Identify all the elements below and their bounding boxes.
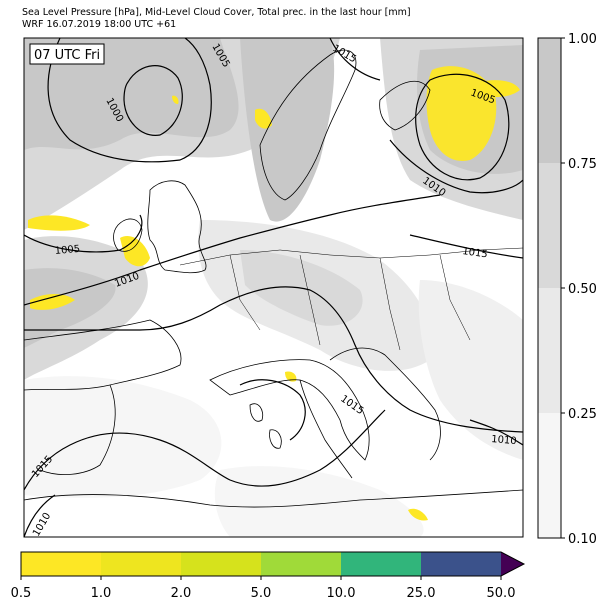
title-line-2: WRF 16.07.2019 18:00 UTC +61 (22, 19, 177, 30)
valid-time-box: 07 UTC Fri (29, 43, 105, 65)
isobar-label: 1010 (491, 434, 517, 447)
cloud-tick-label: 1.00 (568, 32, 597, 47)
precip-colorbar-frame (20, 551, 526, 577)
title-line-1: Sea Level Pressure [hPa], Mid-Level Clou… (22, 7, 411, 18)
map-frame (23, 37, 524, 538)
cloud-colorbar-segment (538, 288, 561, 413)
cloud-colorbar-ticks (561, 37, 565, 539)
precipitation-colorbar: 0.5 1.0 2.0 5.0 10.0 25.0 50.0 (11, 551, 526, 601)
isobar-label: 1005 (54, 244, 80, 257)
cloud-tick-label: 0.10 (568, 532, 597, 547)
map-layers: 1015 1005 1000 1005 1010 1005 1010 1015 … (24, 38, 523, 537)
valid-time-label: 07 UTC Fri (34, 48, 100, 63)
precip-tick-label: 0.5 (11, 586, 32, 601)
precip-tick-label: 2.0 (171, 586, 192, 601)
precip-colorbar-segment (341, 552, 421, 576)
cloud-colorbar-segment (538, 413, 561, 538)
precip-colorbar-extend-arrow (501, 552, 524, 576)
map-title: Sea Level Pressure [hPa], Mid-Level Clou… (22, 7, 411, 31)
precip-colorbar-segment (101, 552, 181, 576)
cloud-colorbar-segment (538, 163, 561, 288)
map-panel: 1015 1005 1000 1005 1010 1005 1010 1015 … (23, 37, 524, 538)
precip-tick-label: 10.0 (327, 586, 356, 601)
precip-tick-label: 25.0 (407, 586, 436, 601)
precip-tick-label: 1.0 (91, 586, 112, 601)
precip-tick-label: 50.0 (487, 586, 516, 601)
cloud-tick-label: 0.25 (568, 407, 597, 422)
cloud-tick-label: 0.75 (568, 157, 597, 172)
precip-colorbar-segment (181, 552, 261, 576)
precip-tick-label: 5.0 (251, 586, 272, 601)
isobars (24, 38, 523, 537)
coastlines (24, 49, 523, 508)
cloud-tick-label: 0.50 (568, 282, 597, 297)
precip-colorbar-ticks (20, 576, 502, 580)
cloud-cover-colorbar: 1.00 0.75 0.50 0.25 0.10 (537, 32, 597, 547)
precip-colorbar-segment (261, 552, 341, 576)
cloud-colorbar-segment (538, 38, 561, 163)
precip-colorbar-segment (21, 552, 101, 576)
isobar-label: 1015 (462, 246, 489, 260)
precip-colorbar-segment (421, 552, 501, 576)
